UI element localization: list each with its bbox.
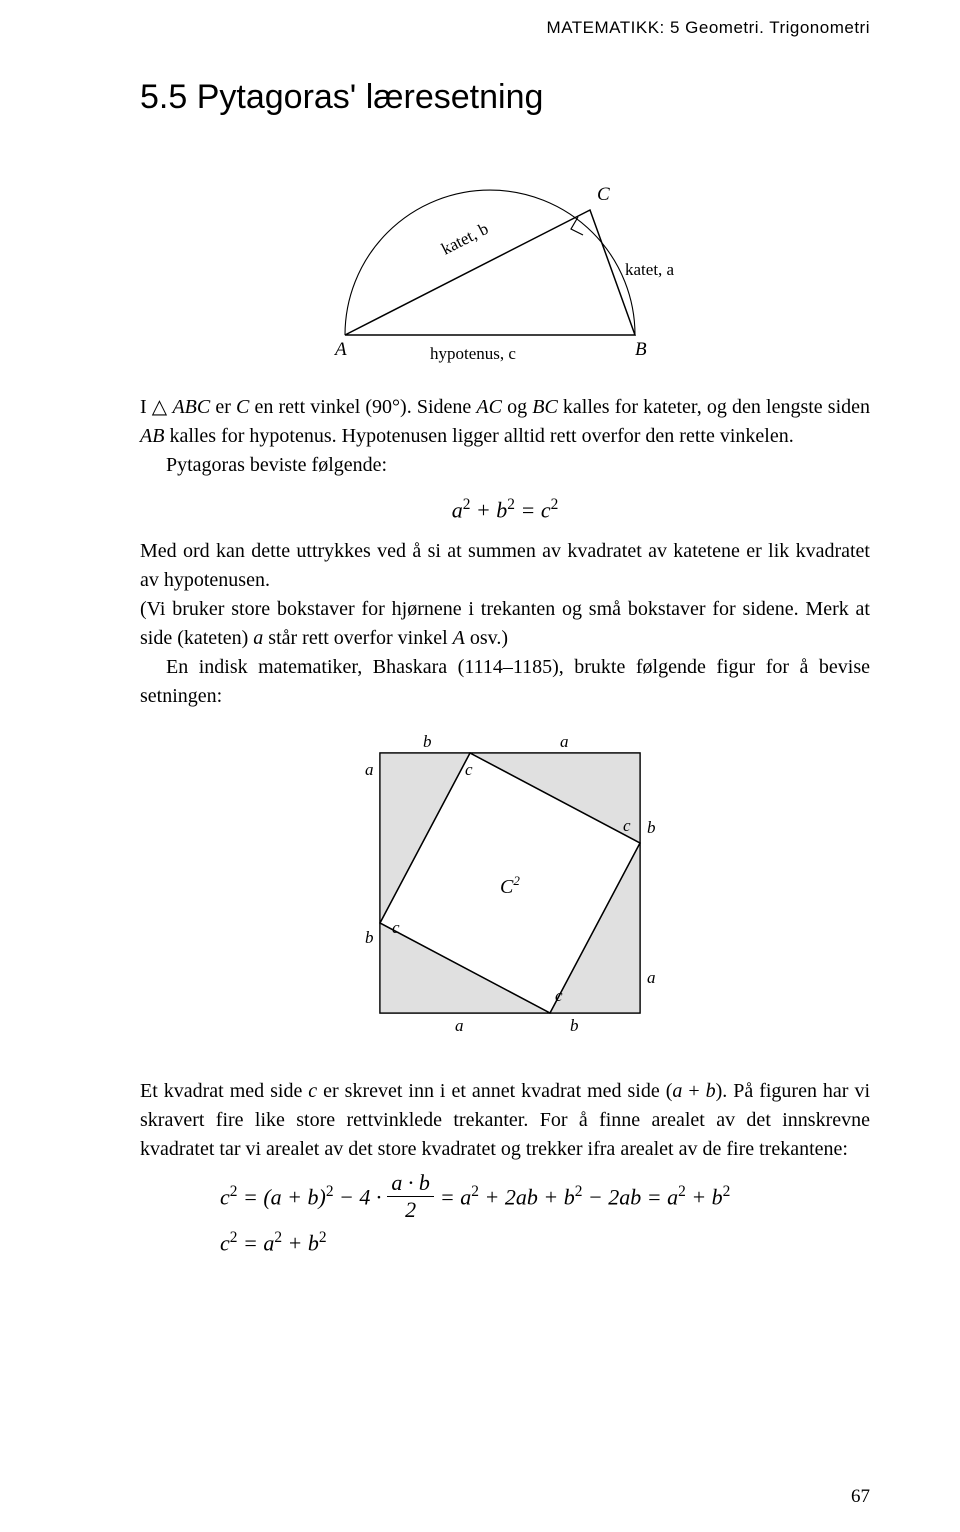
page-number: 67 (851, 1486, 870, 1508)
fig2-c-top: c (465, 760, 473, 779)
label-C: C (597, 184, 610, 205)
running-head: MATEMATIKK: 5 Geometri. Trigonometri (140, 18, 870, 38)
label-B: B (635, 339, 647, 360)
para-3: Med ord kan dette uttrykkes ved å si at … (140, 537, 870, 595)
derivation-line-1: c2 = (a + b)2 − 4 · a · b 2 = a2 + 2ab +… (220, 1172, 870, 1221)
para-4: (Vi bruker store bokstaver for hjørnene … (140, 595, 870, 653)
fig2-b-r: b (647, 818, 656, 837)
fig2-c-r: c (623, 816, 631, 835)
section-title: 5.5 Pytagoras' læresetning (140, 78, 870, 117)
fig2-b-top1: b (423, 732, 432, 751)
fig2-b-bot: b (570, 1016, 579, 1035)
equation-pythagoras: a2 + b2 = c2 (140, 496, 870, 523)
label-katet-a: katet, a (625, 260, 675, 279)
label-hypotenus: hypotenus, c (430, 344, 516, 363)
triangle-svg: A B C hypotenus, c katet, a katet, b (275, 145, 735, 375)
fig2-a-bot: a (455, 1016, 464, 1035)
fig2-a-r: a (647, 968, 656, 987)
fig2-a-top: a (560, 732, 569, 751)
label-C2-base: C2 (500, 873, 520, 898)
para-5: En indisk matematiker, Bhaskara (1114–11… (140, 653, 870, 711)
label-A: A (333, 339, 347, 360)
bhaskara-svg: C2 a b c a c b a c b a b c (325, 723, 685, 1053)
derivation-line-2: c2 = a2 + b2 (220, 1229, 870, 1256)
fig2-c-l: c (392, 918, 400, 937)
fig2-b-l: b (365, 928, 374, 947)
label-katet-b: katet, b (438, 219, 491, 259)
fig2-a-tl: a (365, 760, 374, 779)
figure-bhaskara: C2 a b c a c b a c b a b c (140, 723, 870, 1053)
fig2-c-b: c (555, 986, 563, 1005)
para-1: I △ ABC er C en rett vinkel (90°). Siden… (140, 393, 870, 451)
fraction-ab-over-2: a · b 2 (387, 1172, 434, 1221)
para-2: Pytagoras beviste følgende: (140, 451, 870, 480)
para-6: Et kvadrat med side c er skrevet inn i e… (140, 1077, 870, 1164)
figure-right-triangle: A B C hypotenus, c katet, a katet, b (140, 145, 870, 375)
